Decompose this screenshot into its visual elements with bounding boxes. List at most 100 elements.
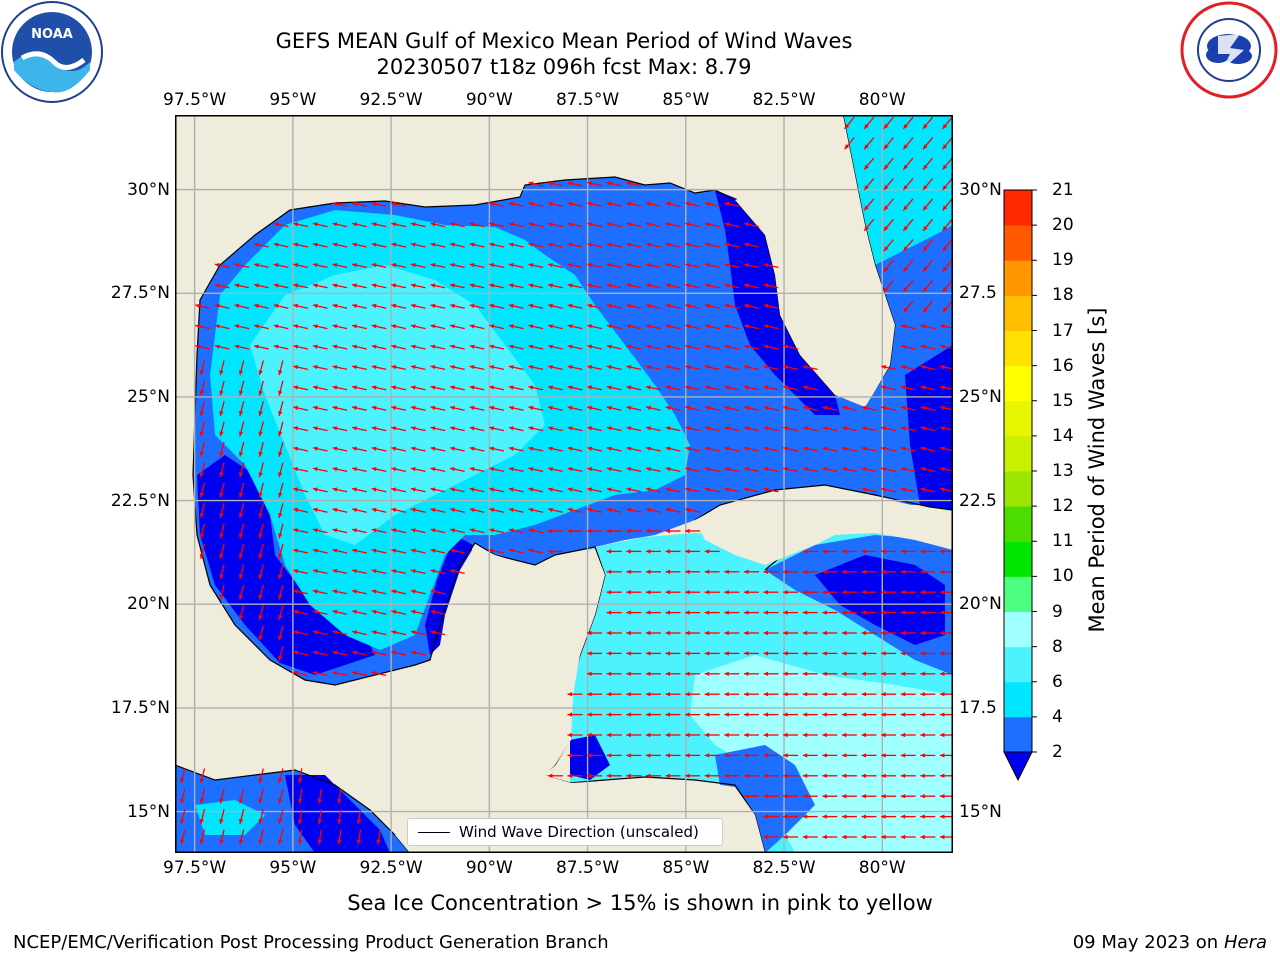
wind-wave-arrow xyxy=(293,671,309,677)
y-tick-right: 25°N xyxy=(959,386,1002,407)
wind-wave-arrow xyxy=(645,549,661,554)
wind-wave-arrow xyxy=(802,794,818,799)
wind-wave-arrow xyxy=(822,630,838,636)
wind-wave-arrow xyxy=(645,324,661,330)
wind-wave-arrow xyxy=(743,222,759,228)
colorbar-segment xyxy=(1004,365,1032,402)
wind-wave-arrow xyxy=(724,263,740,269)
wind-wave-arrow xyxy=(567,753,583,758)
wind-wave-arrow xyxy=(844,137,855,150)
wind-wave-arrow xyxy=(724,303,740,309)
wind-wave-arrow xyxy=(665,385,681,391)
wind-wave-arrow xyxy=(410,528,426,534)
wind-wave-arrow xyxy=(900,344,916,350)
wind-wave-arrow xyxy=(606,344,622,350)
wind-wave-arrow xyxy=(547,773,563,778)
wind-wave-arrow xyxy=(802,712,818,717)
wind-wave-arrow xyxy=(410,426,426,432)
wind-wave-arrow xyxy=(219,462,225,478)
wind-wave-arrow xyxy=(258,829,264,845)
wind-wave-arrow xyxy=(278,645,284,661)
wind-wave-arrow xyxy=(430,548,446,554)
wind-wave-arrow xyxy=(645,773,661,778)
wind-wave-arrow xyxy=(920,834,936,840)
y-tick-right: 22.5 xyxy=(959,490,997,511)
wind-wave-arrow xyxy=(900,324,916,330)
wind-wave-arrow xyxy=(371,344,387,350)
wind-wave-arrow xyxy=(332,303,348,309)
wind-wave-arrow xyxy=(881,753,897,758)
wind-wave-arrow xyxy=(665,446,681,452)
wind-wave-arrow xyxy=(920,446,936,452)
wind-wave-arrow xyxy=(606,487,622,493)
wind-wave-arrow xyxy=(704,773,720,778)
wind-wave-arrow xyxy=(665,630,681,636)
wind-wave-arrow xyxy=(180,768,186,784)
wind-wave-arrow xyxy=(841,405,857,411)
wind-wave-arrow xyxy=(567,732,583,738)
colorbar-level-label: 11 xyxy=(1052,531,1074,552)
wind-wave-arrow xyxy=(469,222,485,228)
wind-wave-arrow xyxy=(293,242,309,248)
wind-wave-arrow xyxy=(606,222,622,228)
wind-wave-arrow xyxy=(371,201,387,207)
wind-wave-arrow xyxy=(312,630,328,636)
wind-wave-arrow xyxy=(861,446,877,452)
wind-wave-arrow xyxy=(920,549,936,554)
wind-wave-arrow xyxy=(645,365,661,371)
wind-wave-arrow xyxy=(665,405,681,411)
wind-wave-arrow xyxy=(942,157,953,171)
cayman-dark xyxy=(815,555,945,645)
y-tick-left: 17.5°N xyxy=(110,697,170,718)
wind-wave-arrow xyxy=(743,426,759,432)
wind-wave-arrow xyxy=(199,380,206,396)
wind-wave-arrow xyxy=(606,181,622,187)
wind-wave-arrow xyxy=(665,590,681,595)
campeche-east-dark xyxy=(425,535,473,655)
wind-wave-arrow xyxy=(312,467,328,473)
colorbar-segment xyxy=(1004,330,1032,367)
wind-wave-arrow xyxy=(883,177,894,191)
wind-wave-arrow xyxy=(743,630,759,636)
wind-wave-arrow xyxy=(665,549,681,554)
wind-wave-arrow xyxy=(881,610,897,615)
wind-wave-arrow xyxy=(743,344,759,350)
wind-wave-arrow xyxy=(626,303,642,309)
wind-wave-arrow xyxy=(763,814,779,819)
wind-wave-arrow xyxy=(449,405,465,411)
wind-wave-arrow xyxy=(489,467,505,473)
wind-wave-arrow xyxy=(783,610,799,615)
wind-wave-arrow xyxy=(920,569,936,574)
wind-wave-arrow xyxy=(724,222,740,228)
wind-wave-arrow xyxy=(743,303,759,309)
wind-wave-arrow xyxy=(606,426,622,432)
wind-wave-arrow xyxy=(881,814,897,819)
wind-wave-arrow xyxy=(219,360,225,376)
wind-wave-arrow xyxy=(449,283,465,289)
wind-wave-arrow xyxy=(371,589,387,595)
wind-wave-arrow xyxy=(293,548,309,554)
legend-label: Wind Wave Direction (unscaled) xyxy=(459,823,699,841)
wind-wave-arrow xyxy=(238,462,245,478)
wind-wave-arrow xyxy=(410,569,426,575)
y-tick-right: 17.5 xyxy=(959,697,997,718)
wind-wave-arrow xyxy=(298,788,303,804)
wind-wave-arrow xyxy=(783,405,799,411)
wind-wave-arrow xyxy=(802,671,818,676)
colorbar-segment xyxy=(1004,716,1032,753)
wind-wave-arrow xyxy=(587,324,603,330)
map-title: GEFS MEAN Gulf of Mexico Mean Period of … xyxy=(275,29,853,53)
wind-wave-arrow xyxy=(351,324,367,330)
wind-wave-arrow xyxy=(258,380,264,396)
wind-wave-arrow xyxy=(626,549,642,554)
wind-wave-arrow xyxy=(469,446,485,452)
wind-wave-arrow xyxy=(743,446,759,452)
wind-wave-arrow xyxy=(199,829,206,845)
wind-wave-arrow xyxy=(743,283,759,289)
wind-wave-arrow xyxy=(312,609,328,615)
wind-wave-arrow xyxy=(743,263,759,269)
wind-wave-arrow xyxy=(508,528,524,534)
colorbar-segment xyxy=(1004,435,1032,472)
wind-wave-arrow xyxy=(724,712,740,717)
wind-wave-arrow xyxy=(704,732,720,738)
